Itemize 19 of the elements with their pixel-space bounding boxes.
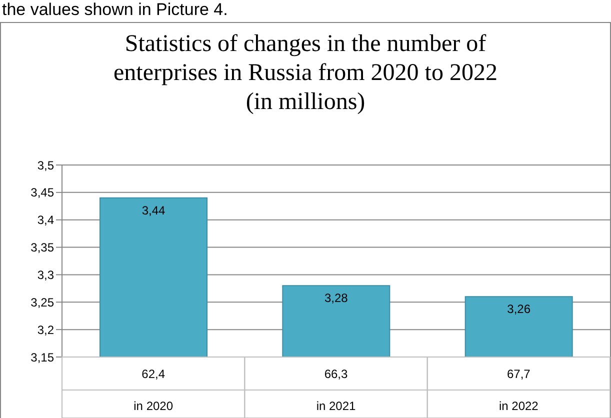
x-tick-label: in 2021 [316, 399, 356, 413]
chart-title: Statistics of changes in the number of enterprises in Russia from 2020 to 2022 (in millions) [112, 30, 498, 117]
y-tick-label: 3,2 [37, 322, 54, 337]
text: 67,7 [506, 367, 531, 381]
y-tick-label: 3,15 [30, 350, 54, 364]
y-tick-label: 3,25 [30, 295, 54, 310]
data-label: 3,26 [507, 302, 531, 316]
data-label: 3,44 [142, 203, 166, 218]
y-tick-label: 3,35 [30, 240, 54, 255]
y-tick-label: 3,5 [37, 158, 54, 172]
text: 66,3 [324, 367, 348, 381]
text: the values shown in Picture 4. [2, 0, 228, 20]
x-tick-label: in 2022 [498, 399, 539, 413]
y-tick-label: 3,3 [37, 268, 54, 282]
text: 62,4 [142, 367, 166, 381]
x-tick-label: in 2020 [134, 399, 174, 413]
y-tick-label: 3,45 [30, 186, 54, 200]
y-tick-label: 3,4 [37, 213, 54, 228]
data-label: 3,28 [324, 291, 348, 306]
